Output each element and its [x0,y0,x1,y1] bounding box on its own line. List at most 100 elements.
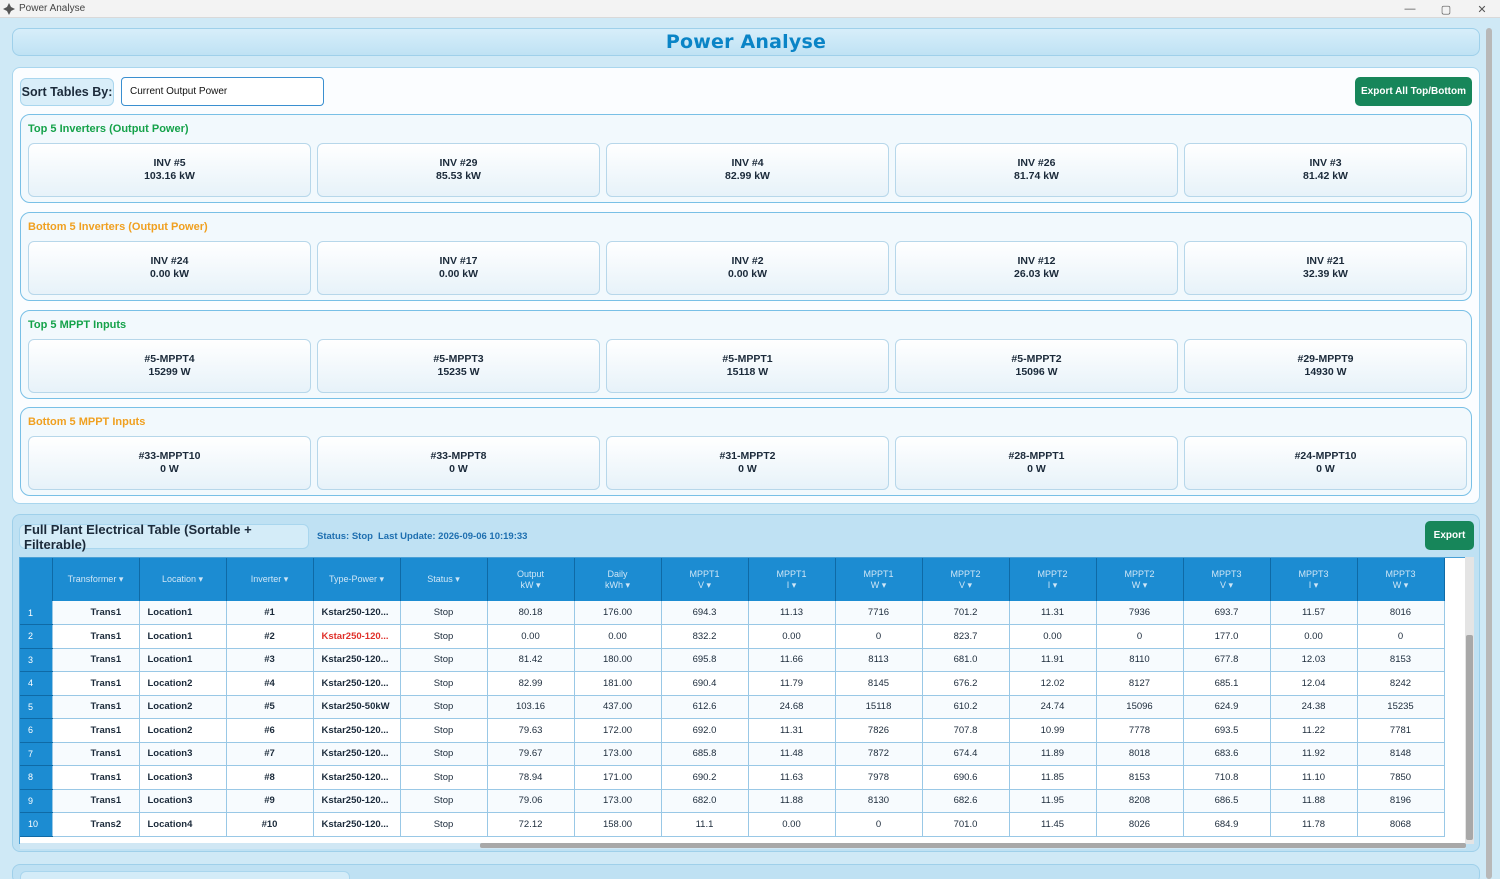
table-cell: 11.31 [748,718,836,743]
table-cell: 8068 [1357,812,1445,837]
close-button[interactable]: ✕ [1477,3,1487,16]
table-cell: 832.2 [661,624,749,649]
column-header-label: Type-Power ▾ [328,574,385,584]
table-row[interactable]: 6 Trans1 Location2 #6 Kstar250-120... Stop 79.… [20,718,1445,743]
export-all-button[interactable]: Export All Top/Bottom [1355,77,1472,106]
maximize-button[interactable]: ▢ [1440,3,1452,16]
data-grid[interactable]: Transformer ▾ Location ▾ Inverter ▾ Type-Po… [20,558,1445,837]
column-header[interactable]: Inverter ▾ [226,558,314,601]
summary-card[interactable]: #5-MPPT4 15299 W [28,339,311,393]
column-header[interactable]: Output kW ▾ [487,558,575,601]
summary-group: Bottom 5 MPPT Inputs #33-MPPT10 0 W #33-MPP… [20,407,1472,496]
row-index: 9 [20,789,53,813]
table-cell: 15118 [835,695,923,719]
table-cell: Location1 [139,601,227,625]
table-cell: Location4 [139,812,227,837]
scroll-thumb[interactable] [1466,635,1473,840]
column-header-label: Output [516,568,545,579]
table-cell: 11.31 [1009,601,1097,625]
summary-card[interactable]: INV #17 0.00 kW [317,241,600,295]
summary-card[interactable]: INV #4 82.99 kW [606,143,889,197]
table-cell: 695.8 [661,648,749,672]
table-row[interactable]: 5 Trans1 Location2 #5 Kstar250-50kW Stop 103.1… [20,695,1445,719]
summary-card[interactable]: #33-MPPT8 0 W [317,436,600,490]
column-header[interactable]: Status ▾ [400,558,488,601]
card-name: INV #12 [1017,255,1056,267]
table-row[interactable]: 9 Trans1 Location3 #9 Kstar250-120... Stop 79.… [20,789,1445,813]
sort-label: Sort Tables By: [20,78,114,106]
column-header-label: MPPT2 [950,568,981,579]
card-value: 15235 W [437,366,480,378]
column-header-label: Status ▾ [427,574,460,584]
table-cell: #9 [226,789,314,813]
summary-card[interactable]: INV #21 32.39 kW [1184,241,1467,295]
table-cell: #2 [226,624,314,649]
column-header[interactable]: MPPT2 W ▾ [1096,558,1184,601]
card-name: #5-MPPT2 [1011,353,1062,365]
summary-card[interactable]: #5-MPPT2 15096 W [895,339,1178,393]
column-header-unit: W ▾ [1392,579,1409,590]
table-row[interactable]: 4 Trans1 Location2 #4 Kstar250-120... Stop 82.… [20,671,1445,696]
table-row[interactable]: 2 Trans1 Location1 #2 Kstar250-120... Stop 0.0… [20,624,1445,649]
column-header[interactable]: Location ▾ [139,558,227,601]
table-cell: 701.0 [922,812,1010,837]
sort-select[interactable]: Current Output Power [121,77,324,106]
table-cell: 8016 [1357,601,1445,625]
summary-card[interactable]: INV #2 0.00 kW [606,241,889,295]
column-header[interactable]: MPPT1 W ▾ [835,558,923,601]
table-row[interactable]: 1 Trans1 Location1 #1 Kstar250-120... Stop 80.… [20,601,1445,625]
column-header[interactable]: MPPT1 V ▾ [661,558,749,601]
page-scrollbar[interactable] [1485,28,1493,879]
table-cell: 624.9 [1183,695,1271,719]
table-cell: Stop [400,601,488,625]
table-row[interactable]: 3 Trans1 Location1 #3 Kstar250-120... Stop 81.… [20,648,1445,672]
column-header[interactable]: Type-Power ▾ [313,558,401,601]
card-value: 82.99 kW [725,170,770,182]
summary-card[interactable]: #31-MPPT2 0 W [606,436,889,490]
table-cell: 0.00 [1009,624,1097,649]
summary-card[interactable]: #29-MPPT9 14930 W [1184,339,1467,393]
table-row[interactable]: 7 Trans1 Location3 #7 Kstar250-120... Stop 79.… [20,742,1445,766]
summary-card[interactable]: #5-MPPT3 15235 W [317,339,600,393]
summary-card[interactable]: INV #3 81.42 kW [1184,143,1467,197]
column-header[interactable]: MPPT3 V ▾ [1183,558,1271,601]
summary-card[interactable]: INV #26 81.74 kW [895,143,1178,197]
scroll-thumb[interactable] [480,843,1466,848]
card-value: 26.03 kW [1014,268,1059,280]
summary-card[interactable]: INV #29 85.53 kW [317,143,600,197]
export-button[interactable]: Export [1425,521,1474,550]
row-index-header [20,558,53,601]
electrical-table[interactable]: Transformer ▾ Location ▾ Inverter ▾ Type-Po… [19,557,1467,844]
table-cell: 81.42 [487,648,575,672]
column-header-label: MPPT3 [1385,568,1416,579]
column-header[interactable]: Transformer ▾ [52,558,140,601]
table-cell: 0 [835,812,923,837]
table-cell: 11.10 [1270,765,1358,790]
summary-card[interactable]: INV #12 26.03 kW [895,241,1178,295]
column-header[interactable]: MPPT3 W ▾ [1357,558,1445,601]
summary-card[interactable]: INV #5 103.16 kW [28,143,311,197]
table-cell: 15096 [1096,695,1184,719]
summary-card[interactable]: #33-MPPT10 0 W [28,436,311,490]
summary-card[interactable]: #28-MPPT1 0 W [895,436,1178,490]
table-horizontal-scrollbar[interactable] [20,843,1466,849]
column-header[interactable]: Daily kWh ▾ [574,558,662,601]
column-header[interactable]: MPPT3 I ▾ [1270,558,1358,601]
summary-card[interactable]: INV #24 0.00 kW [28,241,311,295]
column-header[interactable]: MPPT1 I ▾ [748,558,836,601]
table-cell: #3 [226,648,314,672]
summary-card[interactable]: #24-MPPT10 0 W [1184,436,1467,490]
table-row[interactable]: 8 Trans1 Location3 #8 Kstar250-120... Stop 78.… [20,765,1445,790]
table-row[interactable]: 10 Trans2 Location4 #10 Kstar250-120... Stop 7… [20,812,1445,837]
row-index: 6 [20,718,53,743]
minimize-button[interactable]: — [1404,3,1416,15]
column-header[interactable]: MPPT2 V ▾ [922,558,1010,601]
table-vertical-scrollbar[interactable] [1465,557,1474,844]
table-cell: 176.00 [574,601,662,625]
table-cell: 710.8 [1183,765,1271,790]
page-scroll-thumb[interactable] [1486,28,1492,879]
table-cell: Location2 [139,718,227,743]
column-header[interactable]: MPPT2 I ▾ [1009,558,1097,601]
table-cell: 8148 [1357,742,1445,766]
summary-card[interactable]: #5-MPPT1 15118 W [606,339,889,393]
